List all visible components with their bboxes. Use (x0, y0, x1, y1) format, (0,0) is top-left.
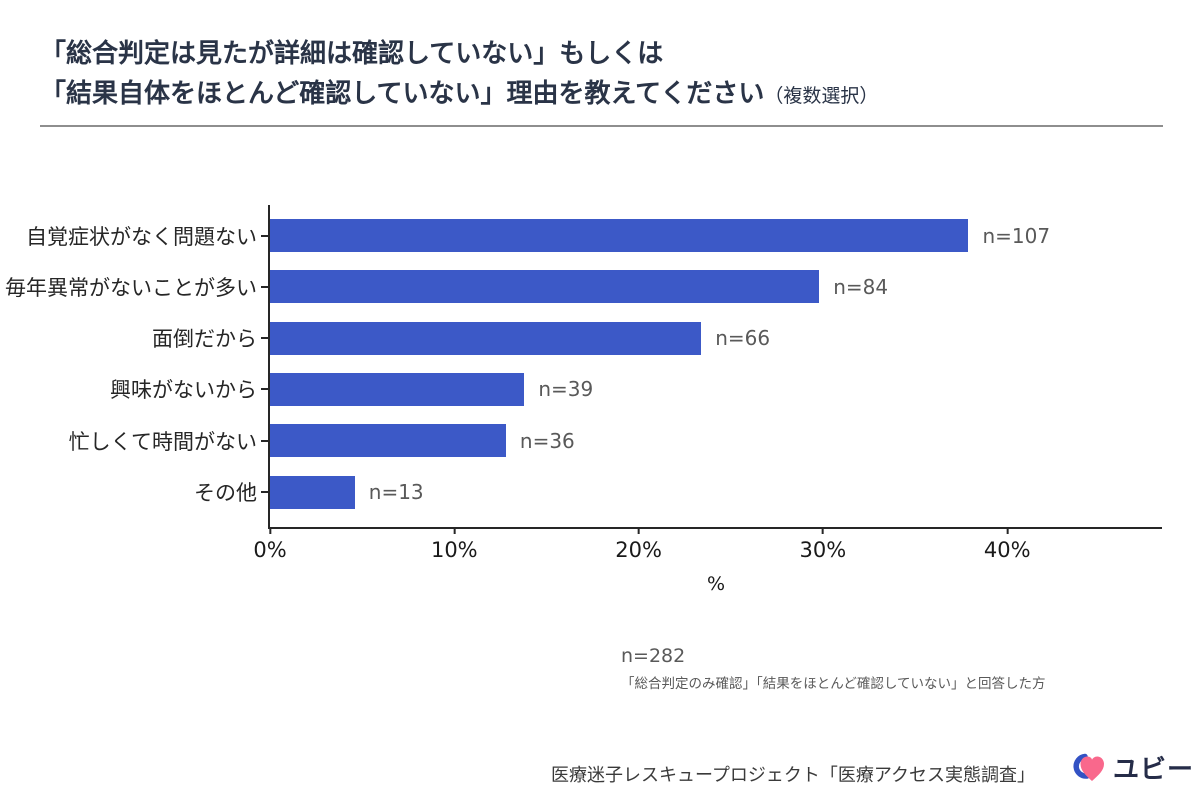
y-tick-mark (261, 337, 268, 340)
logo-text: ユビー (1113, 754, 1195, 785)
x-tick-label: 40% (983, 538, 1031, 562)
sample-size: n=282 (621, 645, 686, 667)
y-tick-mark (261, 388, 268, 391)
y-tick-mark (261, 234, 268, 237)
category-label: 毎年異常がないことが多い (5, 275, 257, 300)
x-tick: 0% (253, 527, 287, 562)
x-axis-label: % (706, 573, 726, 595)
bar (270, 219, 969, 252)
bar-row: 面倒だから n=66 (152, 321, 1162, 355)
sample-description: 「総合判定のみ確認」「結果をほとんど確認していない」と回答した方 (621, 676, 1046, 692)
value-label: n=39 (538, 377, 594, 402)
sample-note: n=282 「総合判定のみ確認」「結果をほとんど確認していない」と回答した方 (621, 645, 1045, 692)
value-label: n=36 (519, 428, 575, 453)
x-tick: 30% (799, 527, 847, 562)
x-tick-label: 10% (430, 538, 478, 562)
x-tick-label: 20% (615, 538, 662, 562)
bar-row: 忙しくて時間がない n=36 (69, 424, 1162, 458)
bar (270, 372, 525, 406)
value-label: n=66 (715, 326, 771, 351)
x-tick-mark (1006, 527, 1009, 534)
title-line1: 「総合判定は見たが詳細は確認していない」もしくは (40, 39, 664, 69)
ubie-logo: ユビー (1070, 748, 1194, 786)
category-label: 忙しくて時間がない (68, 429, 257, 454)
bar-row: その他 n=13 (194, 475, 1162, 509)
y-tick-mark (261, 285, 268, 288)
x-tick-label: 0% (253, 538, 287, 562)
page-title: 「総合判定は見たが詳細は確認していない」もしくは「結果自体をほとんど確認していな… (40, 34, 878, 116)
title-divider (40, 125, 1163, 127)
category-label: その他 (194, 481, 257, 505)
y-tick-mark (261, 491, 268, 493)
value-label: n=13 (368, 480, 424, 504)
category-label: 自覚症状がなく問題ない (26, 224, 257, 249)
x-tick-mark (268, 527, 271, 534)
x-tick-mark (821, 527, 824, 534)
bar-row: 自覚症状がなく問題ない n=107 (26, 219, 1162, 252)
x-tick: 20% (615, 527, 662, 562)
source-text: 医療迷子レスキュープロジェクト「医療アクセス実態調査」 (551, 765, 1036, 786)
bar (270, 270, 820, 304)
x-tick-mark (637, 527, 640, 534)
bar (270, 424, 506, 458)
heart-icon (1073, 753, 1104, 781)
x-tick: 10% (431, 527, 478, 562)
x-tick-mark (453, 527, 456, 534)
value-label: n=107 (982, 223, 1051, 248)
x-tick: 40% (984, 527, 1031, 562)
category-label: 面倒だから (152, 327, 257, 352)
title-multi-select-note: （複数選択） (764, 85, 879, 107)
bar-row: 毎年異常がないことが多い n=84 (5, 270, 1162, 304)
category-label: 興味がないから (110, 378, 257, 403)
x-tick-label: 30% (799, 538, 847, 562)
bar-chart: 自覚症状がなく問題ない n=107 毎年異常がないことが多い n=84 面倒だから n=6… (5, 205, 1162, 595)
title-line2: 「結果自体をほとんど確認していない」理由を教えてください (40, 79, 765, 109)
value-label: n=84 (833, 274, 889, 299)
bar (270, 321, 702, 355)
y-tick-mark (261, 439, 268, 442)
bar (270, 475, 355, 509)
bar-row: 興味がないから n=39 (110, 372, 1162, 406)
